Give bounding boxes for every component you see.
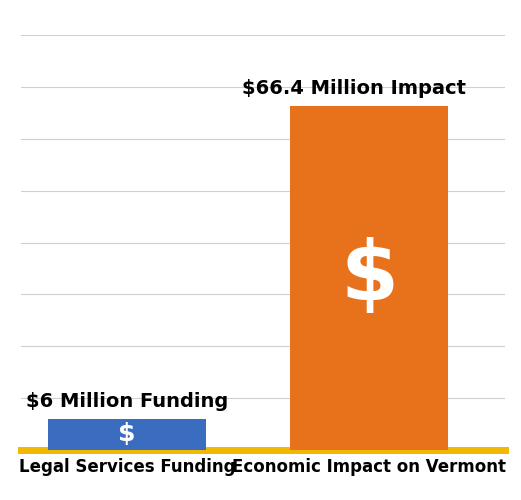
Text: $6 Million Funding: $6 Million Funding bbox=[26, 392, 228, 411]
Text: $66.4 Million Impact: $66.4 Million Impact bbox=[242, 79, 466, 98]
Text: $: $ bbox=[118, 422, 135, 446]
Text: $: $ bbox=[340, 238, 398, 318]
Bar bbox=[290, 106, 448, 450]
Bar bbox=[48, 419, 206, 450]
